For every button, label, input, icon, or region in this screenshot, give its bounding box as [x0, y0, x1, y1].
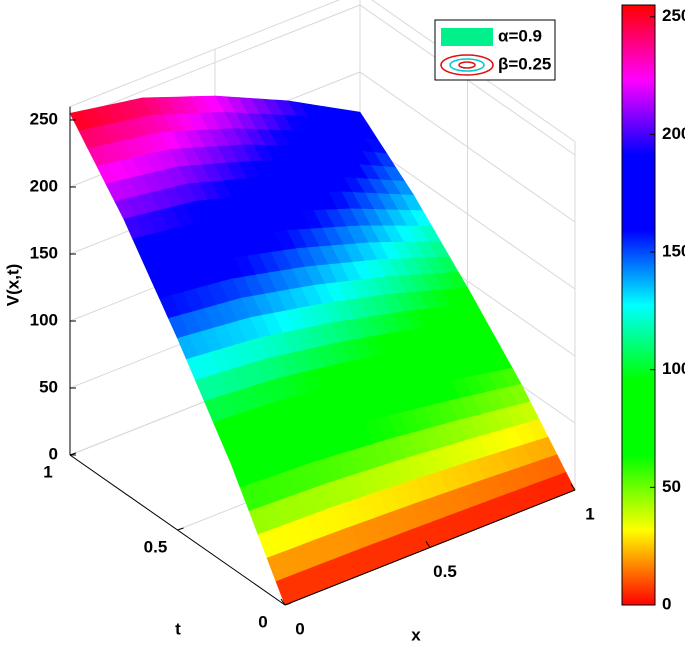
x-tick-label: 1	[585, 504, 594, 523]
x-tick	[570, 483, 576, 491]
x-tick-label: 0	[295, 619, 304, 638]
z-tick-label: 250	[30, 109, 58, 128]
colorbar-scale	[621, 4, 656, 606]
colorbar-tick-label: 150	[662, 242, 685, 261]
colorbar-tick-label: 100	[662, 359, 685, 378]
x-axis-label: x	[411, 625, 421, 644]
legend-swatch	[458, 61, 476, 69]
z-axis-label: V(x,t)	[3, 264, 22, 307]
x-tick-label: 0.5	[433, 562, 457, 581]
z-tick-label: 50	[39, 377, 58, 396]
t-axis-label: t	[175, 619, 181, 638]
legend-label: α=0.9	[498, 26, 542, 45]
colorbar-tick-label: 0	[662, 594, 671, 613]
z-tick-label: 0	[49, 444, 58, 463]
legend-label: β=0.25	[498, 54, 551, 73]
z-tick-label: 150	[30, 243, 58, 262]
z-tick-label: 200	[30, 176, 58, 195]
legend-swatch	[449, 58, 485, 72]
t-tick	[177, 527, 184, 531]
t-tick	[284, 602, 292, 606]
colorbar-tick-label: 50	[662, 477, 681, 496]
x-tick	[425, 541, 431, 548]
colorbar-tick-label: 200	[662, 124, 685, 143]
colorbar-tick-label: 250	[662, 6, 685, 25]
t-tick	[69, 452, 77, 456]
legend-swatch	[441, 28, 493, 46]
t-tick-label: 1	[43, 462, 52, 481]
t-tick-label: 0	[258, 612, 267, 631]
colorbar: 0 50 100 150 200 250	[621, 4, 685, 613]
z-tick-label: 100	[30, 310, 58, 329]
t-tick-label: 0.5	[144, 537, 168, 556]
surface	[69, 95, 576, 606]
legend-swatch	[440, 54, 494, 76]
x-tick	[280, 598, 286, 606]
legend: α=0.9 β=0.25	[434, 19, 556, 81]
